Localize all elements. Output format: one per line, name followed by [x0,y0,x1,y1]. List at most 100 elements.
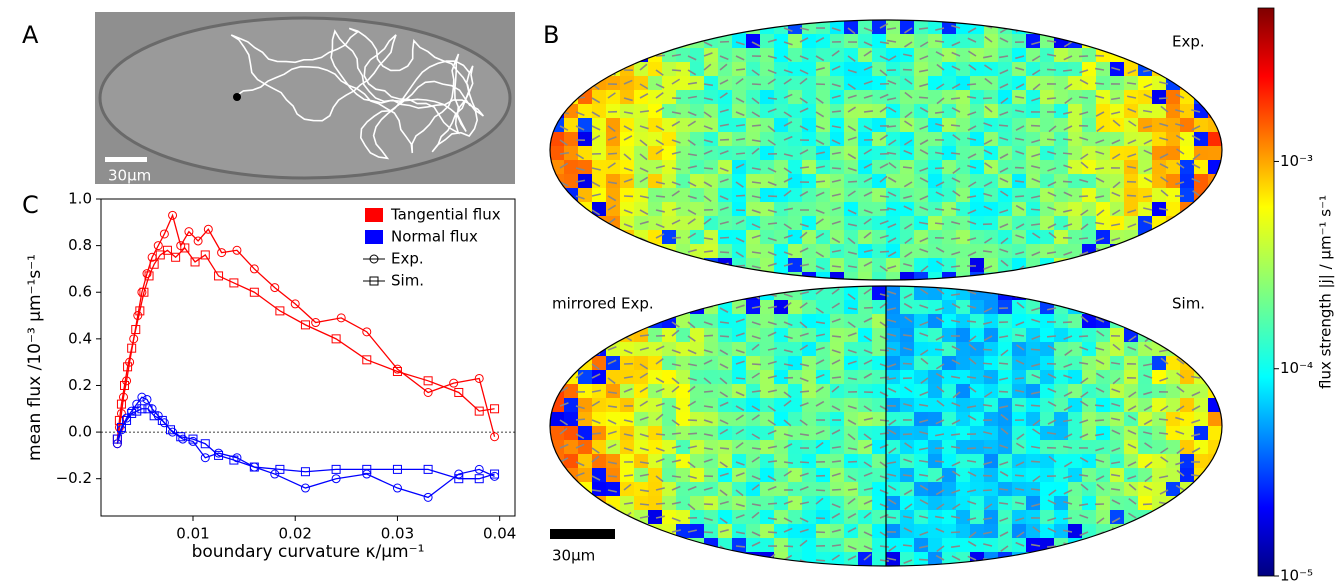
flux-cell [690,230,705,245]
flux-cell [746,496,761,511]
flux-cell [564,118,579,133]
flux-cell [1166,482,1181,497]
flux-cell [1054,412,1069,427]
flux-cell [802,538,817,553]
flux-cell [872,412,887,427]
flux-cell [816,524,831,539]
flux-cell [1166,62,1181,77]
flux-arrow [672,24,680,28]
flux-cell [942,34,957,49]
flux-cell [620,48,635,63]
flux-cell [1054,216,1069,231]
flux-arrow [736,28,744,32]
flux-cell [1110,552,1125,567]
flux-arrow [1144,28,1152,32]
flux-cell [1082,426,1097,441]
flux-cell [1180,230,1195,245]
flux-cell [774,384,789,399]
flux-arrow [656,28,664,31]
flux-cell [774,342,789,357]
flux-arrow [1095,26,1104,28]
flux-cell [746,202,761,217]
flux-cell [844,538,859,553]
flux-cell [788,20,803,35]
flux-cell [886,216,901,231]
flux-cell [1082,398,1097,413]
flux-cell [1208,482,1223,497]
flux-cell [942,426,957,441]
flux-cell [816,272,831,287]
flux-cell [550,188,565,203]
flux-cell [1096,426,1111,441]
flux-arrow [752,125,761,126]
flux-cell [550,258,565,273]
flux-cell [970,76,985,91]
flux-cell [746,524,761,539]
flux-arrow [656,503,665,504]
flux-cell [928,496,943,511]
flux-arrow [1031,461,1040,462]
y-tick-label: −0.2 [56,469,92,487]
flux-cell [970,510,985,525]
flux-cell [1152,244,1167,259]
flux-cell [1208,146,1223,161]
flux-cell [970,104,985,119]
flux-cell [1068,552,1083,567]
flux-cell [746,328,761,343]
flux-cell [970,356,985,371]
flux-arrow [592,56,601,59]
flux-arrow [560,38,568,42]
flux-cell [1068,482,1083,497]
flux-cell [844,118,859,133]
flux-cell [592,34,607,49]
flux-arrow [560,490,567,495]
flux-cell [844,202,859,217]
flux-arrow [560,264,569,266]
flux-cell [844,398,859,413]
flux-cell [1068,20,1083,35]
flux-cell [1152,300,1167,315]
flux-arrow [640,111,649,112]
flux-cell [634,118,649,133]
scale-bar [105,157,147,162]
flux-cell [578,370,593,385]
flux-arrow [624,475,633,476]
flux-cell [1194,258,1209,273]
flux-arrow [1176,235,1184,238]
flux-cell [886,272,901,287]
flux-cell [1012,356,1027,371]
flux-cell [606,314,621,329]
flux-arrow [1175,266,1184,267]
flux-cell [928,258,943,273]
flux-cell [746,76,761,91]
flux-cell [760,552,775,567]
flux-cell [746,34,761,49]
flux-cell [1166,244,1181,259]
flux-arrow [736,558,745,560]
flux-cell [1166,90,1181,105]
flux-cell [550,118,565,133]
flux-cell [620,272,635,287]
flux-cell [676,468,691,483]
flux-arrow [576,504,585,505]
flux-arrow [688,560,696,565]
flux-arrow [1145,261,1152,266]
flux-cell [1152,20,1167,35]
flux-cell [886,440,901,455]
flux-cell [550,342,565,357]
flux-arrow [560,222,569,224]
flux-cell [578,496,593,511]
flux-cell [788,356,803,371]
flux-cell [998,90,1013,105]
flux-cell [620,524,635,539]
flux-cell [620,258,635,273]
flux-arrow [1161,518,1168,524]
flux-cell [1040,552,1055,567]
flux-cell [1152,188,1167,203]
flux-cell [1110,454,1125,469]
flux-cell [1012,118,1027,133]
flux-cell [662,160,677,175]
flux-cell [1152,454,1167,469]
flux-cell [564,34,579,49]
flux-cell [774,188,789,203]
